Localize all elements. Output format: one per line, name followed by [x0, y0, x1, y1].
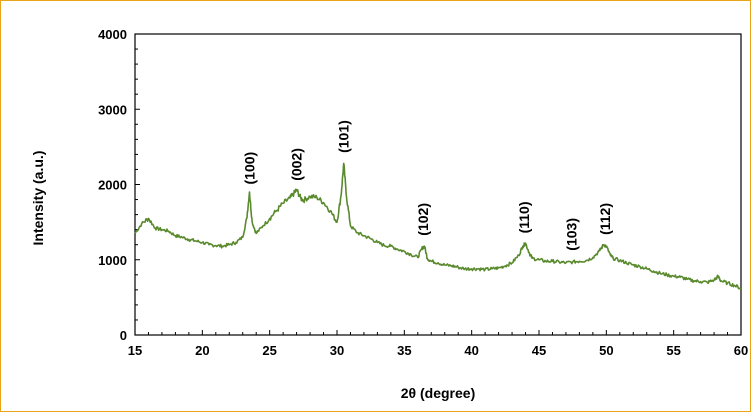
x-tick-label: 20 [195, 343, 209, 358]
peak-label: (112) [597, 203, 613, 235]
peak-label: (002) [289, 148, 305, 181]
peak-label: (102) [415, 203, 431, 236]
y-tick-label: 1000 [98, 253, 127, 268]
x-tick-label: 35 [397, 343, 411, 358]
peak-annotations: (100) (002) (101) (102) (110) (103) (112) [242, 120, 614, 250]
x-tick-label: 50 [599, 343, 613, 358]
y-tick-label: 2000 [98, 178, 127, 193]
x-tick-label: 45 [532, 343, 546, 358]
x-tick-label: 30 [330, 343, 344, 358]
plot-border [134, 33, 742, 336]
y-tick-label: 3000 [98, 102, 127, 117]
x-tick-label: 60 [734, 343, 748, 358]
x-tick-label: 55 [666, 343, 680, 358]
x-tick-label: 25 [262, 343, 276, 358]
xrd-series-line [134, 162, 742, 290]
y-axis-title: Intensity (a.u.) [30, 151, 46, 246]
axes [134, 33, 742, 336]
peak-label: (101) [336, 120, 352, 153]
peak-label: (110) [516, 201, 532, 233]
peak-label: (103) [563, 218, 579, 251]
y-tick-label: 0 [120, 328, 127, 343]
peak-label: (100) [242, 152, 258, 185]
tick-labels: 15 20 25 30 35 40 45 50 55 60 0 1000 2000 3000 4000 [98, 27, 748, 358]
x-axis-title: 2θ (degree) [401, 385, 475, 401]
y-tick-label: 4000 [98, 27, 127, 42]
series-group [134, 162, 742, 290]
x-tick-label: 15 [128, 343, 142, 358]
x-tick-label: 40 [464, 343, 478, 358]
